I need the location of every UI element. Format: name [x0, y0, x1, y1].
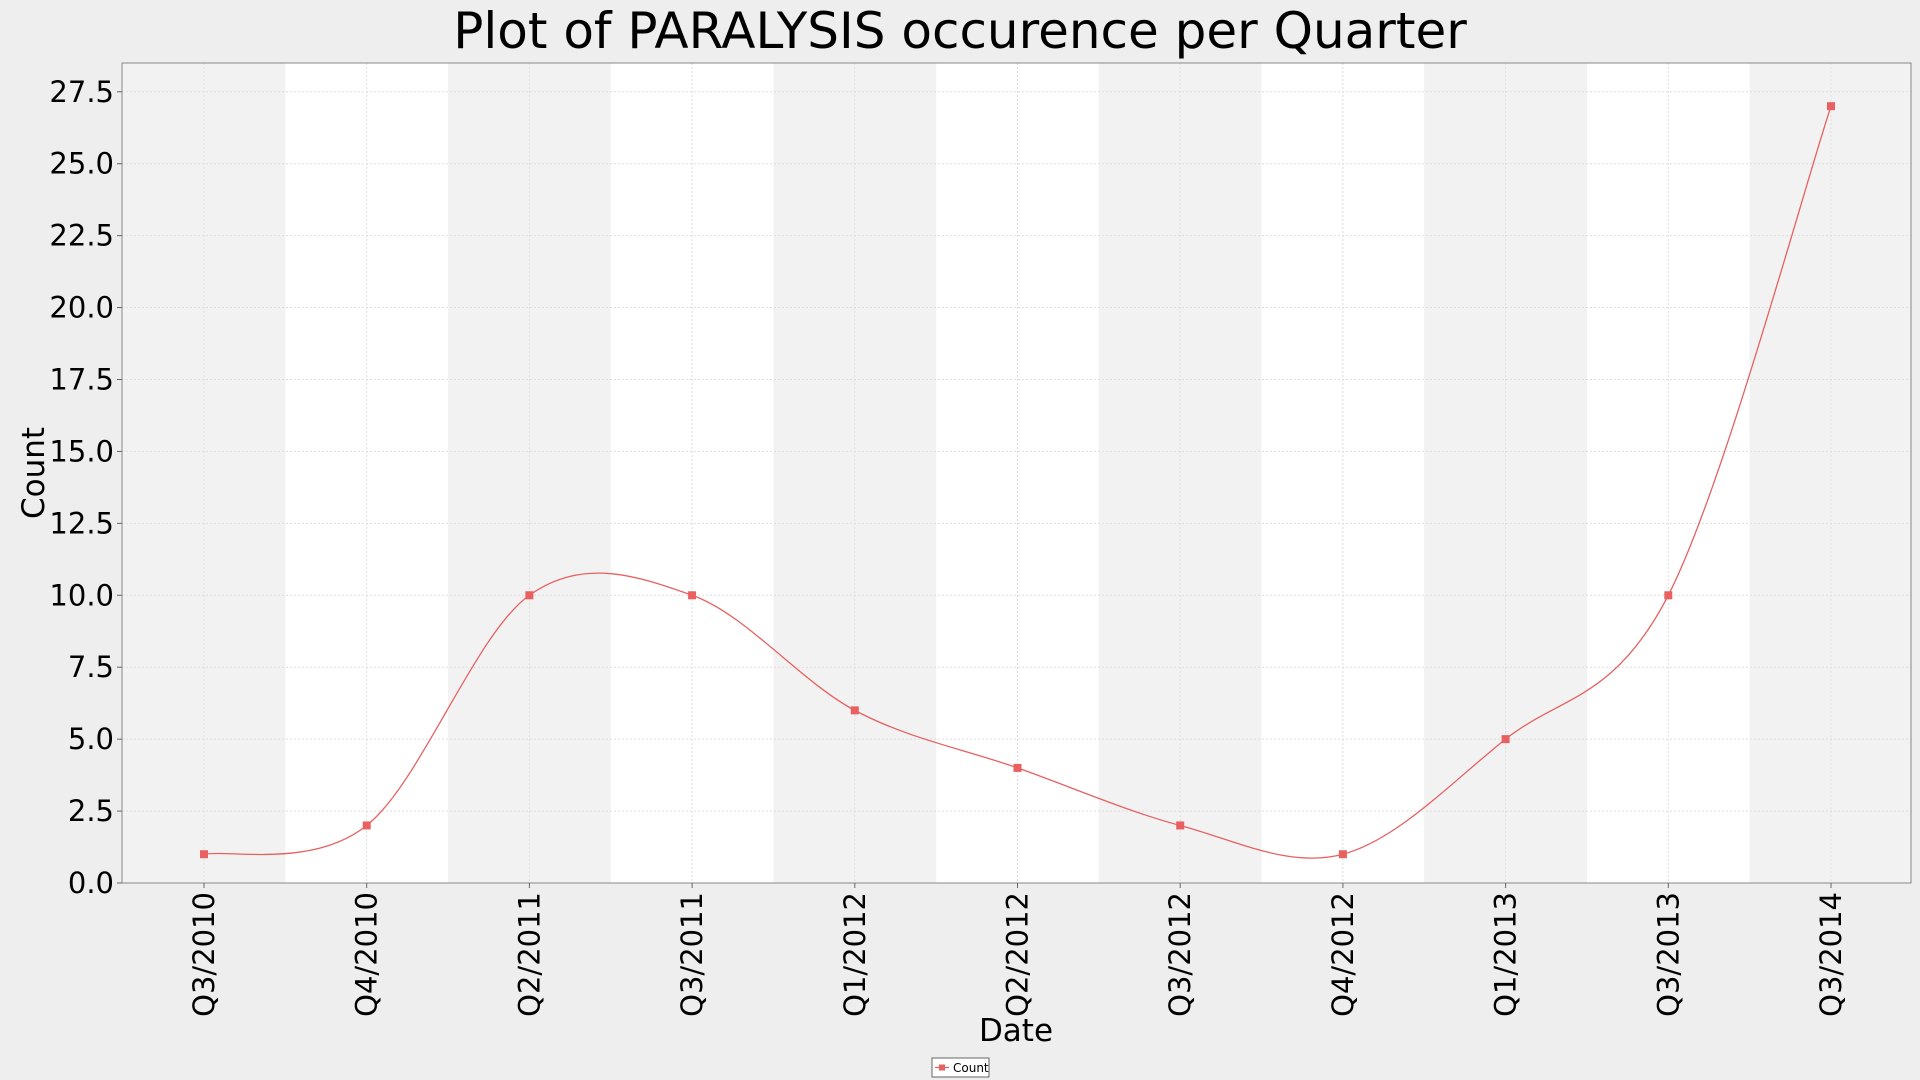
series-group: [200, 102, 1835, 859]
grid-lines: [122, 63, 1911, 884]
y-axis-label: Count: [16, 427, 52, 519]
data-point: [1501, 735, 1510, 744]
plot-band: [1749, 63, 1911, 883]
x-tick-label: Q3/2010: [187, 892, 221, 1017]
y-tick-label: 2.5: [68, 794, 114, 828]
plot-frame: [121, 62, 1912, 884]
data-point: [1827, 102, 1835, 111]
data-point: [362, 821, 371, 830]
x-tick-label: Q1/2012: [838, 892, 872, 1017]
x-tick-label: Q4/2010: [350, 892, 384, 1017]
data-point: [1338, 850, 1347, 859]
y-tick-label: 12.5: [49, 506, 114, 540]
x-axis-ticks: Q3/2010 Q4/2010 Q2/2011 Q3/2011 Q1/2012 Q2/20…: [187, 883, 1848, 1017]
y-axis-ticks: 0.0 2.5 5.0 7.5 10.0 12.5 15.0 17.5 20.0 22.5 25.0…: [49, 75, 122, 900]
data-point: [525, 591, 534, 600]
legend: Count: [931, 1057, 990, 1078]
data-point: [1176, 821, 1185, 830]
y-tick-label: 22.5: [49, 219, 114, 253]
x-tick-label: Q3/2014: [1814, 892, 1848, 1017]
legend-label-count: Count: [953, 1061, 989, 1075]
data-point: [1013, 763, 1022, 772]
x-axis-label: Date: [979, 1013, 1053, 1049]
y-tick-label: 0.0: [68, 866, 114, 900]
y-tick-label: 25.0: [49, 147, 114, 181]
y-tick-label: 17.5: [49, 362, 114, 396]
x-tick-label: Q2/2011: [512, 892, 546, 1017]
x-tick-label: Q3/2011: [675, 892, 709, 1017]
data-point: [688, 591, 697, 600]
y-tick-label: 27.5: [49, 75, 114, 109]
chart-title: Plot of PARALYSIS occurence per Quarter: [453, 2, 1467, 60]
x-tick-label: Q1/2013: [1489, 892, 1523, 1017]
x-tick-label: Q4/2012: [1326, 892, 1360, 1017]
data-point: [850, 706, 859, 715]
y-tick-label: 15.0: [49, 434, 114, 468]
y-tick-label: 7.5: [68, 650, 114, 684]
x-tick-label: Q3/2013: [1651, 892, 1685, 1017]
y-tick-label: 20.0: [49, 291, 114, 325]
series-line-count: [203, 105, 1832, 859]
legend-box: [931, 1057, 990, 1078]
y-tick-label: 10.0: [49, 578, 114, 612]
x-tick-label: Q2/2012: [1001, 892, 1035, 1017]
data-point: [1664, 591, 1673, 600]
legend-marker: [939, 1064, 945, 1071]
y-tick-label: 5.0: [68, 722, 114, 756]
x-tick-label: Q3/2012: [1163, 892, 1197, 1017]
data-point: [200, 850, 208, 859]
plot-bands: [122, 63, 1911, 883]
